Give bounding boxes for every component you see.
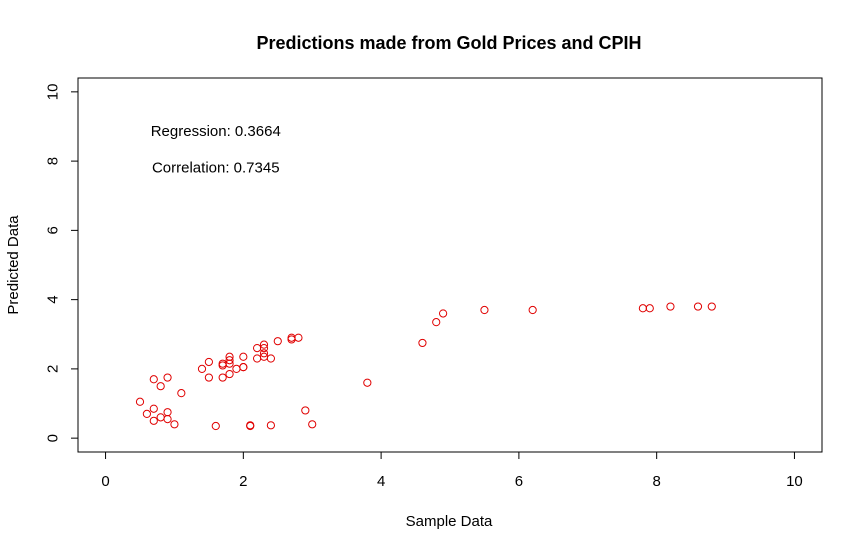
x-tick-label: 8 bbox=[652, 473, 660, 490]
data-point bbox=[156, 413, 165, 422]
annotation-text: Correlation: 0.7345 bbox=[152, 160, 280, 177]
data-point bbox=[287, 335, 296, 344]
data-point bbox=[163, 373, 172, 382]
data-points bbox=[135, 302, 716, 431]
data-point bbox=[266, 354, 275, 363]
data-point bbox=[301, 406, 310, 415]
data-point bbox=[308, 420, 317, 429]
data-point bbox=[204, 357, 213, 367]
data-point bbox=[266, 421, 275, 430]
data-point bbox=[528, 305, 537, 315]
data-point bbox=[253, 344, 262, 353]
x-tick-label: 4 bbox=[377, 473, 385, 490]
x-tick-label: 2 bbox=[239, 473, 247, 490]
data-point bbox=[259, 340, 269, 349]
data-point bbox=[218, 373, 227, 382]
y-axis-label: Predicted Data bbox=[5, 215, 22, 315]
x-axis-label: Sample Data bbox=[406, 513, 493, 530]
data-point bbox=[204, 373, 213, 382]
data-point bbox=[232, 364, 241, 373]
x-tick-label: 10 bbox=[786, 473, 803, 490]
data-point bbox=[439, 309, 448, 318]
y-tick-label: 6 bbox=[45, 226, 62, 234]
data-point bbox=[218, 359, 227, 368]
data-point bbox=[259, 344, 269, 353]
data-point bbox=[480, 305, 489, 315]
data-point bbox=[253, 354, 262, 363]
data-point bbox=[163, 408, 172, 417]
data-point bbox=[239, 363, 248, 372]
data-point bbox=[142, 409, 151, 419]
data-point bbox=[135, 397, 145, 406]
data-point bbox=[693, 302, 703, 311]
data-point bbox=[170, 420, 179, 429]
data-point bbox=[149, 416, 158, 425]
data-point bbox=[149, 375, 158, 384]
data-point bbox=[225, 352, 234, 361]
y-tick-label: 0 bbox=[45, 434, 62, 442]
data-point bbox=[197, 364, 207, 373]
data-point bbox=[666, 302, 675, 311]
data-point bbox=[287, 333, 296, 342]
y-tick-label: 4 bbox=[45, 295, 62, 303]
data-point bbox=[225, 369, 234, 379]
data-point bbox=[638, 304, 647, 313]
data-point bbox=[163, 415, 172, 424]
y-tick-label: 10 bbox=[45, 84, 62, 101]
data-point bbox=[273, 337, 282, 346]
y-tick-label: 8 bbox=[45, 157, 62, 165]
data-point bbox=[225, 356, 234, 365]
data-point bbox=[418, 338, 427, 348]
y-axis: 0 2 4 6 8 10 bbox=[45, 84, 79, 442]
data-point bbox=[259, 349, 269, 358]
annotation-text: Regression: 0.3664 bbox=[151, 123, 281, 140]
data-point bbox=[246, 421, 255, 430]
data-point bbox=[239, 352, 248, 361]
chart-title: Predictions made from Gold Prices and CP… bbox=[256, 33, 641, 53]
data-point bbox=[294, 333, 303, 342]
data-point bbox=[156, 382, 165, 391]
y-tick-label: 2 bbox=[45, 365, 62, 373]
data-point bbox=[218, 361, 227, 370]
x-tick-label: 0 bbox=[101, 473, 109, 490]
annotations: Regression: 0.3664 Correlation: 0.7345 bbox=[151, 123, 281, 176]
data-point bbox=[363, 378, 372, 387]
data-point bbox=[177, 389, 186, 398]
data-point bbox=[149, 404, 158, 413]
data-point bbox=[432, 318, 441, 327]
data-point bbox=[211, 421, 220, 431]
x-axis: 0 2 4 6 8 10 bbox=[101, 451, 803, 490]
data-point bbox=[707, 302, 716, 311]
data-point bbox=[645, 304, 654, 313]
x-tick-label: 6 bbox=[515, 473, 523, 490]
